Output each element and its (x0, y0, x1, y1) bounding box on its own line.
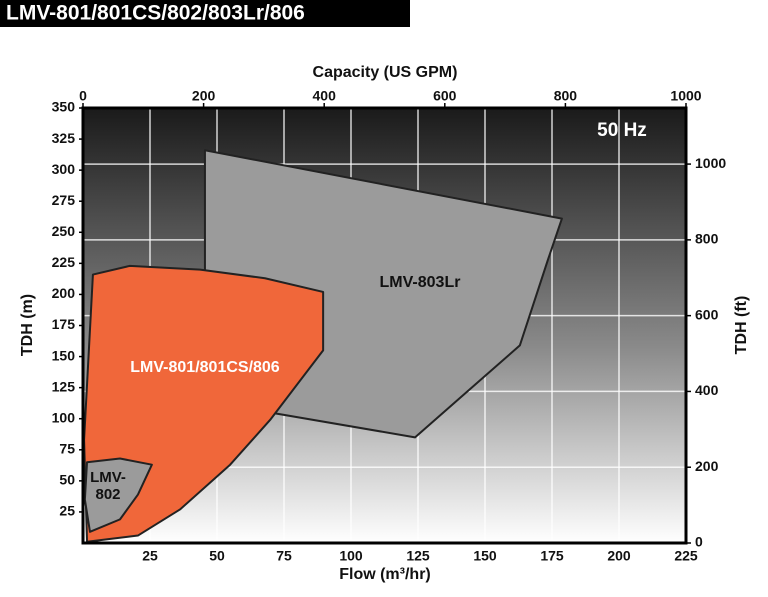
x2-tick-label: 400 (313, 88, 337, 104)
x-tick-label: 175 (540, 548, 564, 564)
y-tick-label: 75 (59, 440, 75, 456)
y2-tick-label: 1000 (695, 155, 726, 171)
region (83, 457, 153, 533)
x-axis-title: Flow (m³/hr) (339, 566, 431, 583)
chart-title: LMV-801/801CS/802/803Lr/806 (6, 2, 305, 25)
x-tick-label: 100 (339, 548, 363, 564)
x-tick-label: 225 (674, 548, 698, 564)
x2-tick-label: 800 (554, 88, 578, 104)
y-tick-label: 125 (52, 378, 76, 394)
x-tick-label: 25 (142, 548, 158, 564)
region-label: LMV-803Lr (380, 274, 461, 291)
annotation: 50 Hz (597, 120, 647, 141)
y-tick-label: 250 (52, 223, 76, 239)
y-tick-label: 325 (52, 130, 76, 146)
x2-tick-label: 200 (192, 88, 216, 104)
y-axis-title: TDH (m) (19, 294, 36, 356)
region-label: 802 (95, 486, 120, 503)
y2-axis-title: TDH (ft) (733, 296, 750, 355)
y-tick-label: 50 (59, 472, 75, 488)
y-tick-label: 100 (52, 409, 76, 425)
region-label: LMV- (90, 469, 126, 486)
x2-tick-label: 600 (433, 88, 457, 104)
y2-tick-label: 200 (695, 458, 719, 474)
y-tick-label: 150 (52, 347, 76, 363)
x-tick-label: 150 (473, 548, 497, 564)
x2-tick-label: 0 (79, 88, 87, 104)
x-tick-label: 50 (209, 548, 225, 564)
y-tick-label: 225 (52, 254, 76, 270)
x2-tick-label: 1000 (670, 88, 701, 104)
x2-axis-title: Capacity (US GPM) (313, 64, 458, 81)
y2-tick-label: 800 (695, 231, 719, 247)
y2-tick-label: 600 (695, 306, 719, 322)
y-tick-label: 275 (52, 192, 76, 208)
x-tick-label: 75 (276, 548, 292, 564)
y2-tick-label: 400 (695, 382, 719, 398)
y-tick-label: 300 (52, 161, 76, 177)
title-banner (0, 0, 410, 27)
y-tick-label: 350 (52, 99, 76, 115)
region-label: LMV-801/801CS/806 (130, 359, 280, 376)
y-tick-label: 200 (52, 285, 76, 301)
x-tick-label: 125 (406, 548, 430, 564)
y-tick-label: 25 (59, 503, 75, 519)
x-tick-label: 200 (607, 548, 631, 564)
y2-tick-label: 0 (695, 534, 703, 550)
y-tick-label: 175 (52, 316, 76, 332)
